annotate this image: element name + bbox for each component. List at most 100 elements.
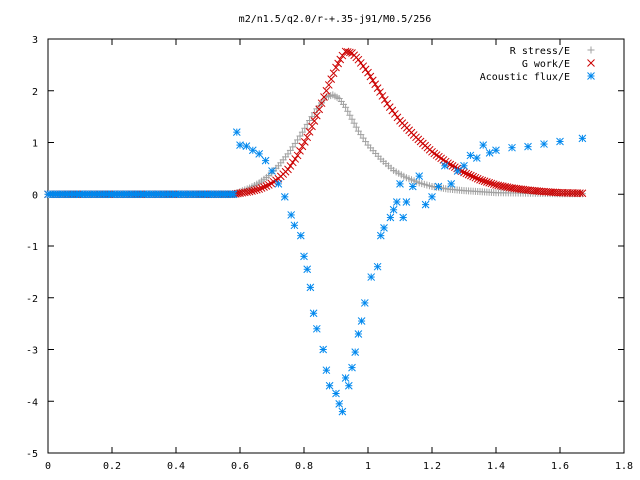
x-tick-label: 1.6 [551, 461, 569, 472]
point-g-work-e [388, 106, 397, 115]
point-acoustic-flux-e [421, 200, 430, 209]
point-g-work-e [312, 111, 321, 120]
point-acoustic-flux-e [296, 231, 305, 240]
point-acoustic-flux-e [524, 142, 532, 151]
point-acoustic-flux-e [274, 180, 283, 188]
point-acoustic-flux-e [248, 146, 257, 155]
point-g-work-e [267, 179, 276, 188]
point-g-work-e [308, 122, 316, 131]
point-r-stress-e [294, 136, 302, 144]
point-acoustic-flux-e [428, 192, 436, 201]
point-g-work-e [393, 113, 402, 122]
point-g-work-e [332, 63, 340, 72]
point-acoustic-flux-e [255, 150, 264, 158]
legend-label-r-stress-e: R stress/E [510, 46, 570, 57]
point-g-work-e [460, 168, 468, 177]
point-acoustic-flux-e [453, 167, 462, 175]
point-acoustic-flux-e [232, 128, 241, 137]
x-tick-label: 1.4 [487, 461, 505, 472]
point-g-work-e [260, 183, 268, 191]
point-acoustic-flux-e [303, 265, 312, 274]
point-acoustic-flux-e [466, 151, 475, 160]
point-acoustic-flux-e [440, 161, 449, 170]
x-tick-label: 1 [365, 461, 371, 472]
point-g-work-e [480, 177, 489, 186]
point-acoustic-flux-e [540, 140, 548, 148]
axes: 0 0.2 0.4 0.6 0.8 1 1.2 1.4 1.6 1.8 3 2 1 0 -1 -2 -3 -4 -5 [26, 35, 633, 472]
point-g-work-e [485, 178, 493, 187]
point-g-work-e [478, 176, 487, 185]
point-g-work-e [310, 117, 319, 125]
y-tick-label: 1 [32, 139, 38, 150]
x-tick-label: 0 [45, 461, 51, 472]
point-acoustic-flux-e [322, 366, 331, 375]
point-g-work-e [487, 179, 496, 188]
point-r-stress-e [306, 117, 314, 125]
point-acoustic-flux-e [348, 363, 356, 372]
point-g-work-e [462, 169, 471, 178]
point-g-work-e [252, 185, 261, 194]
point-r-stress-e [342, 103, 350, 111]
point-g-work-e [492, 181, 500, 189]
legend-label-g-work-e: G work/E [522, 59, 570, 70]
point-g-work-e [499, 182, 507, 191]
point-acoustic-flux-e [229, 190, 238, 199]
point-r-stress-e [352, 123, 360, 131]
y-tick-label: 3 [32, 35, 38, 46]
point-g-work-e [476, 175, 484, 184]
point-g-work-e [503, 183, 512, 192]
point-acoustic-flux-e [360, 299, 369, 307]
point-g-work-e [364, 68, 372, 77]
point-acoustic-flux-e [376, 231, 385, 240]
point-acoustic-flux-e [236, 141, 244, 149]
point-g-work-e [245, 187, 254, 196]
point-g-work-e [391, 110, 399, 118]
point-acoustic-flux-e [578, 134, 587, 143]
y-tick-label: -5 [26, 449, 38, 460]
point-g-work-e [354, 55, 363, 64]
point-g-work-e [248, 187, 256, 195]
point-g-work-e [327, 75, 336, 83]
point-acoustic-flux-e [344, 381, 353, 390]
point-acoustic-flux-e [399, 213, 408, 222]
point-g-work-e [286, 162, 295, 170]
point-g-work-e [262, 182, 271, 190]
x-tick-label: 1.2 [423, 461, 441, 472]
point-acoustic-flux-e [351, 348, 360, 356]
point-g-work-e [334, 59, 342, 68]
point-acoustic-flux-e [392, 198, 401, 206]
point-g-work-e [329, 69, 338, 78]
point-acoustic-flux-e [309, 309, 318, 318]
point-g-work-e [383, 99, 392, 108]
point-acoustic-flux-e [242, 142, 251, 150]
point-g-work-e [464, 170, 473, 179]
point-g-work-e [317, 99, 326, 108]
point-g-work-e [305, 128, 314, 136]
point-g-work-e [296, 147, 304, 155]
y-tick-label: 2 [32, 87, 38, 98]
point-acoustic-flux-e [319, 345, 328, 354]
point-acoustic-flux-e [354, 330, 363, 338]
point-g-work-e [322, 86, 331, 95]
point-acoustic-flux-e [367, 273, 376, 281]
legend-marker-g-work-e [587, 59, 595, 67]
point-r-stress-e [298, 128, 306, 136]
point-g-work-e [489, 180, 498, 189]
point-g-work-e [471, 173, 480, 182]
point-acoustic-flux-e [472, 154, 481, 162]
point-g-work-e [496, 181, 505, 190]
point-acoustic-flux-e [338, 407, 347, 416]
point-r-stress-e [350, 119, 358, 127]
point-acoustic-flux-e [434, 182, 443, 191]
point-r-stress-e [344, 107, 352, 115]
point-g-work-e [300, 137, 309, 146]
point-acoustic-flux-e [280, 192, 289, 201]
point-acoustic-flux-e [332, 389, 340, 398]
point-g-work-e [494, 181, 503, 190]
point-acoustic-flux-e [300, 252, 308, 261]
point-acoustic-flux-e [389, 205, 398, 214]
point-acoustic-flux-e [287, 211, 296, 219]
point-g-work-e [366, 72, 375, 81]
y-tick-label: 0 [32, 190, 38, 201]
